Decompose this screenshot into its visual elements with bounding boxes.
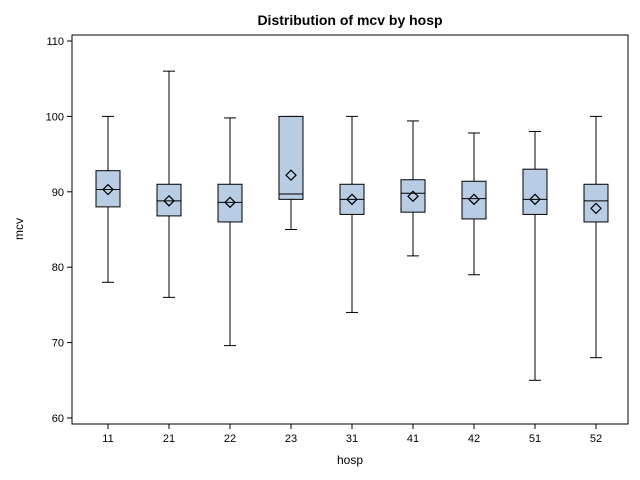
x-tick-label: 42 bbox=[468, 433, 480, 445]
mean-marker bbox=[529, 193, 541, 206]
box-iqr bbox=[156, 183, 182, 217]
y-tick-label: 110 bbox=[46, 36, 64, 48]
box-iqr bbox=[400, 179, 426, 213]
mean-marker bbox=[590, 202, 602, 215]
mean-marker bbox=[285, 169, 297, 182]
y-tick-label: 90 bbox=[52, 187, 64, 199]
x-tick-label: 22 bbox=[224, 433, 236, 445]
box-iqr bbox=[217, 183, 243, 223]
box-group-21 bbox=[156, 70, 182, 298]
x-tick-label: 23 bbox=[285, 433, 297, 445]
mean-marker bbox=[468, 193, 480, 206]
box-group-41 bbox=[400, 120, 426, 257]
y-axis-label: mcv bbox=[12, 218, 26, 240]
y-tick-label: 100 bbox=[46, 111, 64, 123]
y-tick-label: 70 bbox=[52, 338, 64, 350]
x-axis-label: hosp bbox=[337, 453, 363, 467]
box-iqr bbox=[461, 180, 487, 220]
y-axis: 60 70 80 90 100 110 bbox=[46, 36, 72, 425]
mean-marker bbox=[163, 194, 175, 207]
x-tick-label: 51 bbox=[529, 433, 541, 445]
box-group-22 bbox=[217, 117, 243, 347]
box-iqr bbox=[278, 115, 304, 200]
box-group-42 bbox=[461, 132, 487, 276]
mean-marker bbox=[102, 183, 114, 196]
x-tick-label: 31 bbox=[346, 433, 358, 445]
box-group-31 bbox=[339, 115, 365, 313]
mean-marker bbox=[224, 196, 236, 209]
x-tick-label: 41 bbox=[407, 433, 419, 445]
y-tick-label: 60 bbox=[52, 413, 64, 425]
box-group-51 bbox=[522, 130, 548, 381]
mean-marker bbox=[346, 193, 358, 206]
mean-marker bbox=[407, 190, 419, 203]
box-group-11 bbox=[95, 115, 121, 283]
box-iqr bbox=[95, 170, 121, 208]
x-tick-label: 52 bbox=[590, 433, 602, 445]
box-group-52 bbox=[583, 115, 609, 359]
plot-area-frame bbox=[71, 34, 629, 425]
y-tick-label: 80 bbox=[52, 262, 64, 274]
x-axis: 11 21 22 23 31 41 42 51 52 bbox=[102, 424, 602, 445]
box-iqr bbox=[522, 168, 548, 215]
box-group-23 bbox=[278, 115, 304, 230]
box-series bbox=[95, 70, 609, 381]
chart-title: Distribution of mcv by hosp bbox=[257, 12, 442, 28]
x-tick-label: 11 bbox=[102, 433, 113, 445]
x-tick-label: 21 bbox=[163, 433, 175, 445]
